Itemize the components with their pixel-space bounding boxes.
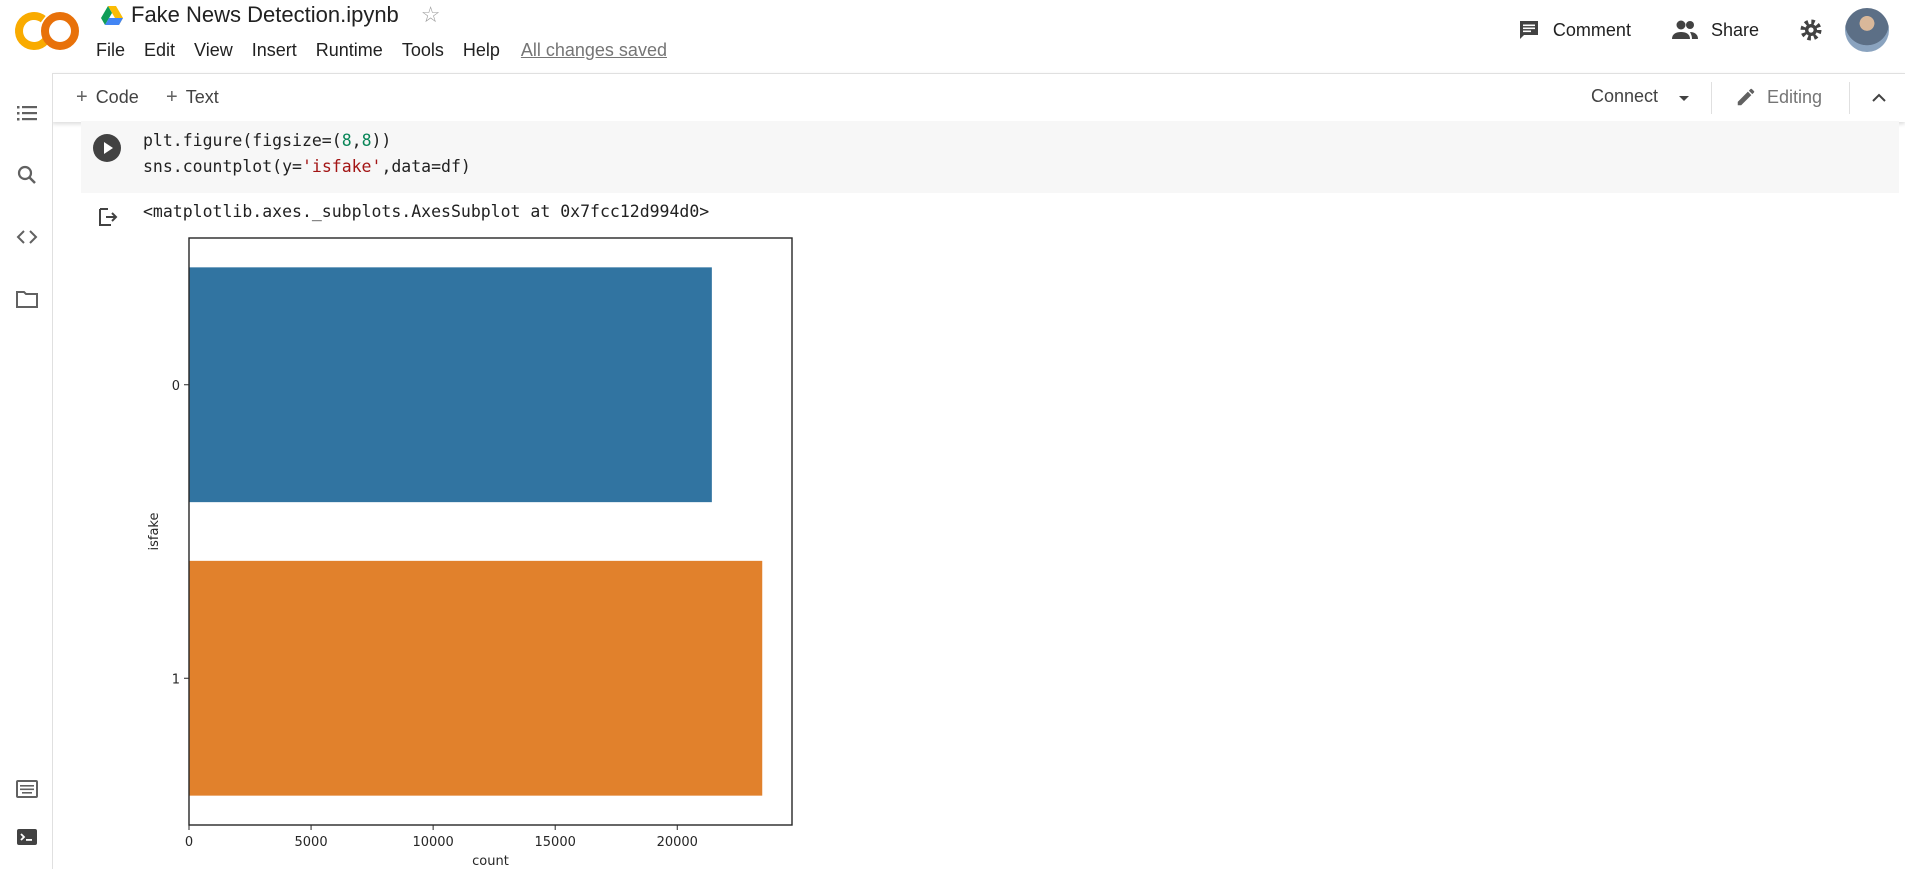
- comment-icon: [1519, 21, 1538, 39]
- menu-bar: File Edit View Insert Runtime Tools Help…: [96, 40, 667, 61]
- terminal-icon[interactable]: [15, 825, 39, 849]
- menu-file[interactable]: File: [96, 40, 126, 60]
- code-text: ,: [351, 131, 362, 150]
- menu-insert[interactable]: Insert: [251, 40, 297, 60]
- x-tick-label: 15000: [535, 835, 576, 850]
- folder-icon[interactable]: [15, 287, 39, 311]
- code-text: )): [371, 131, 392, 150]
- y-axis-label: isfake: [147, 513, 162, 551]
- share-label: Share: [1710, 19, 1759, 40]
- x-tick-label: 20000: [657, 835, 698, 850]
- add-code-label: Code: [95, 87, 139, 107]
- add-text-button[interactable]: + Text: [166, 86, 219, 109]
- add-text-label: Text: [185, 87, 219, 107]
- plus-icon: +: [166, 86, 178, 108]
- axes-frame: [188, 237, 793, 826]
- code-text: ,data=df): [381, 157, 471, 176]
- menu-runtime[interactable]: Runtime: [315, 40, 383, 60]
- countplot-chart: 0 1 0 5000 10000 15000 20000 count isfake: [147, 237, 793, 869]
- save-status[interactable]: All changes saved: [520, 40, 667, 60]
- output-actions-icon[interactable]: [97, 206, 119, 228]
- pencil-icon: [1737, 88, 1755, 106]
- star-icon[interactable]: ☆: [420, 2, 441, 27]
- x-tick-label: 5000: [295, 835, 328, 850]
- y-tick-label: 1: [172, 672, 180, 687]
- code-cell[interactable]: [81, 121, 1899, 193]
- code-number: 8: [361, 131, 372, 150]
- colab-logo[interactable]: [14, 10, 80, 52]
- code-snippets-icon[interactable]: [15, 225, 39, 249]
- cell-code[interactable]: plt.figure(figsize=(8,8)) sns.countplot(…: [143, 128, 471, 180]
- chevron-up-icon[interactable]: [1867, 86, 1891, 110]
- plus-icon: +: [76, 86, 88, 108]
- menu-view[interactable]: View: [194, 40, 233, 60]
- menu-edit[interactable]: Edit: [144, 40, 176, 60]
- comment-label: Comment: [1552, 19, 1631, 40]
- people-icon: [1671, 20, 1698, 39]
- x-tick-label: 10000: [412, 835, 453, 850]
- x-tick-label: 0: [185, 835, 193, 850]
- code-text: plt.figure(figsize=(: [143, 131, 342, 150]
- command-palette-icon[interactable]: [15, 777, 39, 801]
- notebook-toolbar: + Code + Text Connect Editing: [52, 73, 1905, 122]
- editing-mode-label: Editing: [1767, 86, 1823, 107]
- toolbar-divider: [1711, 82, 1712, 114]
- connect-button[interactable]: Connect: [1591, 86, 1659, 106]
- run-cell-button[interactable]: [93, 134, 121, 162]
- code-text: sns.countplot(y=: [143, 157, 302, 176]
- avatar[interactable]: [1845, 8, 1889, 52]
- search-icon[interactable]: [15, 163, 39, 187]
- share-button[interactable]: Share: [1671, 19, 1759, 41]
- app-header: Fake News Detection.ipynb ☆ File Edit Vi…: [0, 0, 1905, 72]
- cell-output-text: <matplotlib.axes._subplots.AxesSubplot a…: [143, 202, 710, 221]
- add-code-button[interactable]: + Code: [76, 86, 139, 109]
- gear-icon[interactable]: [1799, 18, 1823, 42]
- notebook-title[interactable]: Fake News Detection.ipynb: [131, 2, 399, 27]
- comment-button[interactable]: Comment: [1517, 18, 1631, 42]
- x-axis-label: count: [472, 854, 509, 869]
- chevron-down-icon[interactable]: [1672, 86, 1696, 110]
- bar-isfake-1: [189, 560, 763, 796]
- menu-tools[interactable]: Tools: [401, 40, 444, 60]
- google-drive-icon: [101, 5, 123, 25]
- code-string: 'isfake': [301, 157, 382, 176]
- editing-mode-button[interactable]: Editing: [1735, 86, 1822, 108]
- menu-help[interactable]: Help: [462, 40, 500, 60]
- left-sidebar: [0, 73, 53, 869]
- code-number: 8: [341, 131, 352, 150]
- y-tick-label: 0: [172, 379, 180, 394]
- table-of-contents-icon[interactable]: [15, 101, 39, 125]
- bar-isfake-0: [189, 267, 712, 503]
- toolbar-divider: [1849, 82, 1850, 114]
